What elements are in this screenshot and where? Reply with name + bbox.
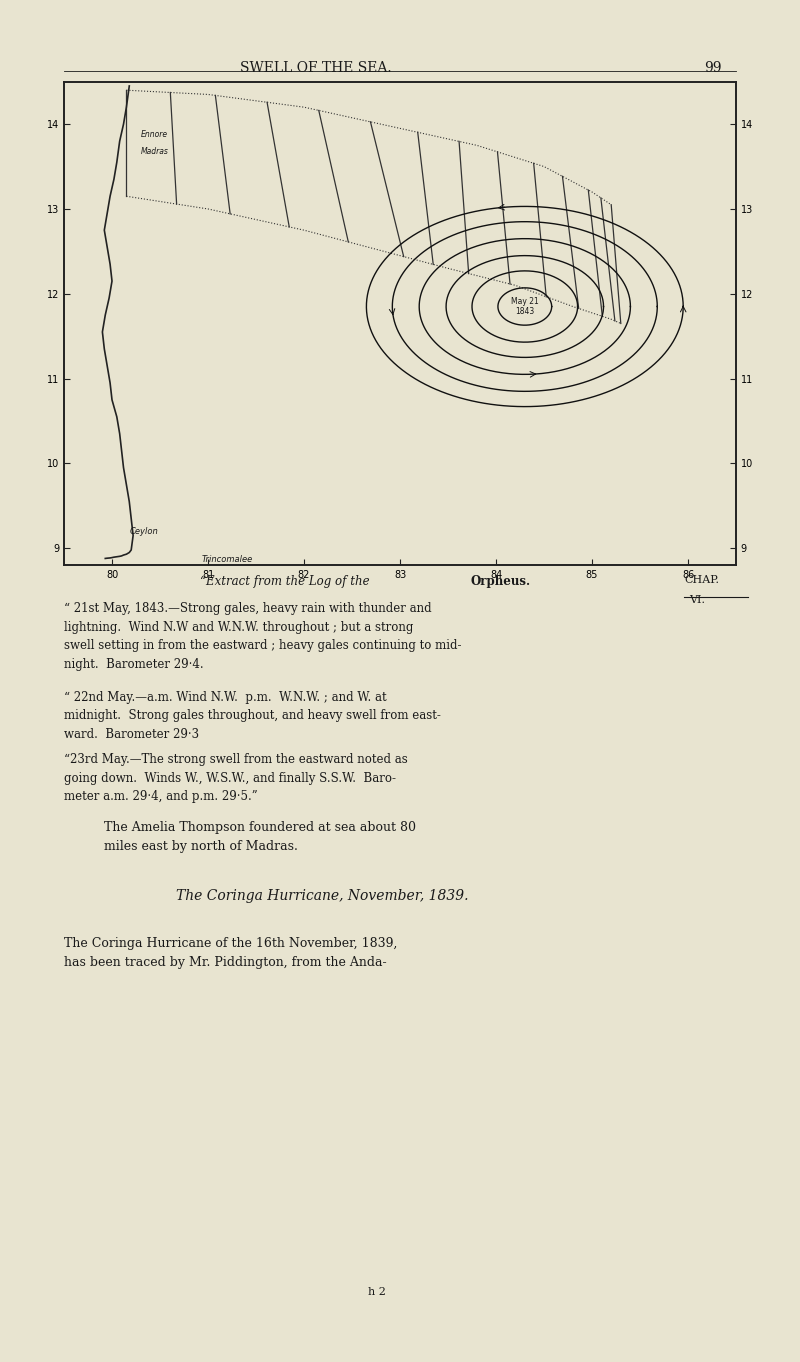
- Text: Ceylon: Ceylon: [130, 527, 158, 535]
- Text: CHAP.: CHAP.: [684, 575, 719, 584]
- Text: SWELL OF THE SEA.: SWELL OF THE SEA.: [240, 61, 392, 75]
- Text: “ 21st May, 1843.—Strong gales, heavy rain with thunder and
lightning.  Wind N.W: “ 21st May, 1843.—Strong gales, heavy ra…: [64, 602, 462, 670]
- Text: The Coringa Hurricane of the 16th November, 1839,
has been traced by Mr. Pidding: The Coringa Hurricane of the 16th Novemb…: [64, 937, 398, 968]
- Text: The Amelia Thompson foundered at sea about 80
miles east by north of Madras.: The Amelia Thompson foundered at sea abo…: [104, 821, 416, 853]
- Text: 99: 99: [704, 61, 722, 75]
- Text: The Coringa Hurricane, November, 1839.: The Coringa Hurricane, November, 1839.: [176, 889, 469, 903]
- Text: Orpheus.: Orpheus.: [470, 575, 530, 588]
- Text: VI.: VI.: [690, 595, 706, 605]
- Text: “23rd May.—The strong swell from the eastward noted as
going down.  Winds W., W.: “23rd May.—The strong swell from the eas…: [64, 753, 408, 804]
- Text: “ 22nd May.—a.m. Wind N.W.  p.m.  W.N.W. ; and W. at
midnight.  Strong gales thr: “ 22nd May.—a.m. Wind N.W. p.m. W.N.W. ;…: [64, 691, 441, 741]
- Text: Trincomalee: Trincomalee: [202, 556, 253, 564]
- Text: h 2: h 2: [368, 1287, 386, 1297]
- Text: Ennore: Ennore: [141, 129, 168, 139]
- Text: “Extract from the Log of the: “Extract from the Log of the: [200, 575, 374, 588]
- Text: Madras: Madras: [141, 147, 169, 155]
- Text: May 21
1843: May 21 1843: [511, 297, 538, 316]
